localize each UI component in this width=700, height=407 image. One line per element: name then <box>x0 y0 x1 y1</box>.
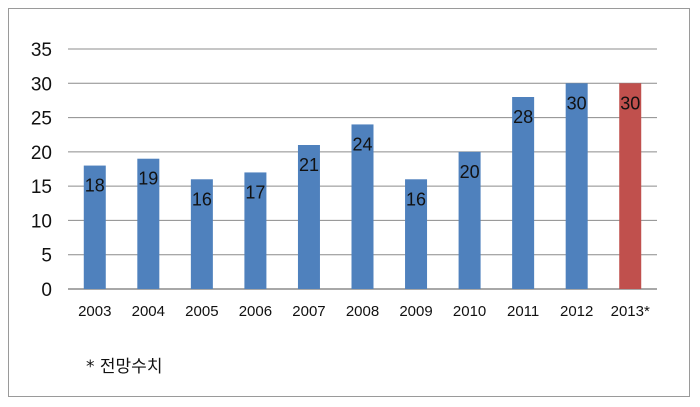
data-label: 20 <box>460 162 480 182</box>
x-tick-label: 2009 <box>399 303 432 320</box>
data-label: 30 <box>567 93 587 113</box>
y-tick-label: 0 <box>41 280 52 301</box>
x-axis-ticks: 2003 2004 2005 2006 2007 2008 2009 2010 2011 2012… <box>78 303 650 320</box>
data-label: 16 <box>192 189 212 209</box>
y-tick-label: 25 <box>31 109 52 130</box>
data-label: 16 <box>406 189 426 209</box>
y-tick-label: 35 <box>31 40 52 61</box>
data-label: 21 <box>299 155 319 175</box>
bar-2013 <box>619 83 642 290</box>
data-label: 24 <box>352 134 372 154</box>
bar-2009 <box>405 179 428 289</box>
bar-2010 <box>458 151 481 289</box>
bar-2011 <box>512 97 535 289</box>
y-axis-ticks: 0 5 10 15 20 25 30 35 <box>31 40 52 301</box>
y-tick-label: 5 <box>41 246 52 267</box>
x-tick-label: 2005 <box>185 303 218 320</box>
data-label: 28 <box>513 107 533 127</box>
x-tick-label: 2007 <box>292 303 325 320</box>
bars <box>83 83 642 290</box>
x-tick-label: 2010 <box>453 303 486 320</box>
data-label: 30 <box>620 93 640 113</box>
x-tick-label: 2011 <box>507 303 539 320</box>
bar-2008 <box>351 124 374 289</box>
x-tick-label: 2013* <box>611 303 650 320</box>
x-tick-label: 2012 <box>560 303 593 320</box>
bar-data-labels: 18 19 16 17 21 24 16 20 28 30 30 <box>85 93 640 209</box>
bar-2007 <box>297 145 320 289</box>
footnote-projection: * 전망수치 <box>86 357 163 377</box>
bar-2006 <box>244 172 267 289</box>
y-tick-label: 20 <box>31 143 52 164</box>
bar-2005 <box>190 179 213 289</box>
bar-2003 <box>83 165 106 289</box>
bar-2004 <box>137 158 160 289</box>
x-tick-label: 2006 <box>239 303 272 320</box>
x-tick-label: 2008 <box>346 303 379 320</box>
data-label: 17 <box>245 182 265 202</box>
bar-2012 <box>565 83 588 290</box>
x-tick-label: 2003 <box>78 303 111 320</box>
data-label: 19 <box>138 169 158 189</box>
data-label: 18 <box>85 176 105 196</box>
y-tick-label: 15 <box>31 177 52 198</box>
y-tick-label: 30 <box>31 74 52 95</box>
y-tick-label: 10 <box>31 211 52 232</box>
x-tick-label: 2004 <box>132 303 165 320</box>
